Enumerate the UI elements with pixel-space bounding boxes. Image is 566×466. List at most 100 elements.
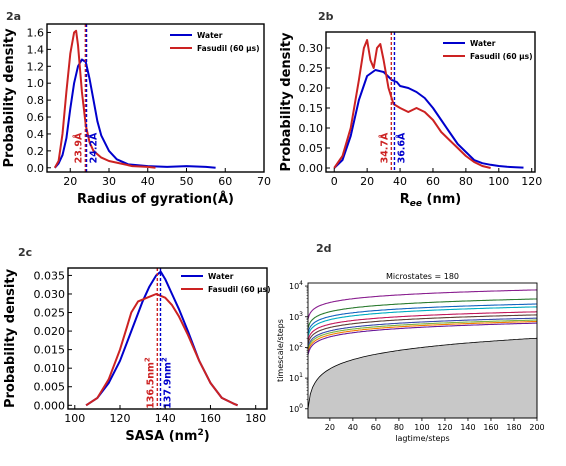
x-axis-label: lagtime/steps: [395, 434, 449, 443]
x-tick-label: 160: [483, 423, 498, 432]
timescale-line-8: [307, 320, 537, 353]
mean-label-text: 137.9nm: [162, 362, 173, 409]
x-tick-label: 80: [394, 423, 404, 432]
y-tick-exp: 2: [299, 341, 303, 348]
y-tick-label: 0.6: [27, 111, 45, 124]
legend-label-1: Fasudil (60 μs): [197, 44, 260, 53]
y-tick-label: 0.005: [34, 381, 66, 394]
panel-label-c: 2c: [18, 246, 32, 259]
x-axis-label: Radius of gyration(Å): [77, 191, 234, 207]
mean-label-text: 34.7Å: [379, 132, 390, 163]
y-tick-label: 0.8: [27, 94, 45, 107]
y-tick-label: 1.0: [27, 77, 45, 90]
mean-label-text: 24.2Å: [89, 132, 100, 163]
x-tick-label: 180: [506, 423, 521, 432]
panel-label-a: 2a: [6, 10, 21, 23]
panel-label-b: 2b: [318, 10, 334, 23]
y-tick-base: 10: [289, 343, 299, 352]
legend-label-1: Fasudil (60 μs): [470, 52, 533, 61]
plot-frame: [325, 31, 536, 173]
y-tick-label: 1.6: [27, 26, 45, 39]
y-tick-label: 102: [289, 341, 303, 352]
y-tick-label: 0.00: [299, 162, 324, 175]
x-axis-label-main: R: [400, 192, 410, 207]
y-tick-label: 101: [289, 372, 303, 383]
x-tick-label: 140: [155, 412, 176, 425]
mean-label-0: 34.7Å: [379, 132, 390, 163]
x-tick-label: 120: [437, 423, 452, 432]
x-tick-label: 70: [257, 175, 271, 188]
y-tick-exp: 3: [299, 311, 303, 318]
y-tick-label: 104: [289, 280, 303, 291]
series-line-1: [333, 39, 491, 169]
y-tick-label: 0.035: [34, 269, 66, 282]
x-tick-label: 120: [521, 175, 542, 188]
mean-label-text: 136.5nm: [145, 362, 156, 409]
series-line-1: [53, 29, 156, 169]
y-tick-label: 0.000: [34, 399, 66, 412]
mean-label-0: 136.5nm2: [143, 357, 156, 409]
plot-frame: [67, 267, 268, 410]
x-axis-label-close: ): [204, 429, 210, 444]
x-tick-label: 100: [414, 423, 429, 432]
x-tick-label: 20: [63, 175, 77, 188]
y-tick-label: 103: [289, 311, 303, 322]
y-tick-label: 0.010: [34, 362, 66, 375]
x-tick-label: 120: [110, 412, 131, 425]
x-tick-label: 40: [348, 423, 358, 432]
y-tick-label: 0.020: [34, 325, 66, 338]
x-tick-label: 100: [64, 412, 85, 425]
x-tick-label: 40: [393, 175, 407, 188]
y-tick-label: 0.2: [27, 145, 45, 158]
y-tick-label: 0.20: [299, 82, 324, 95]
y-tick-label: 0.025: [34, 307, 66, 320]
series-line-0: [54, 58, 216, 169]
y-tick-label: 1.4: [27, 43, 45, 56]
y-tick-label: 0.030: [34, 288, 66, 301]
x-tick-label: 140: [460, 423, 475, 432]
x-tick-label: 60: [426, 175, 440, 188]
legend-label-0: Water: [470, 39, 496, 48]
y-axis-label: timescale/steps: [276, 319, 285, 382]
y-tick-label: 1.2: [27, 60, 45, 73]
chart-2a: 23.9Å 24.2Å 20 30 40 50 60 70 0.0 0.2 0.4 0.6 0.8 1.0…: [2, 23, 271, 207]
y-axis-label: Probability density: [2, 28, 17, 168]
y-tick-label: 0.25: [299, 62, 324, 75]
y-tick-exp: 0: [299, 403, 303, 410]
legend-label-0: Water: [197, 31, 223, 40]
timescale-line-7: [307, 319, 537, 350]
y-tick-exp: 1: [299, 372, 303, 379]
x-axis-label-main: Radius of gyration(Å): [77, 191, 234, 207]
x-tick-label: 20: [325, 423, 335, 432]
y-tick-label: 0.4: [27, 128, 45, 141]
legend-label-1: Fasudil (60 μs): [208, 285, 271, 294]
timescale-line-9: [307, 322, 537, 355]
x-axis-label: SASA (nm2): [125, 428, 209, 444]
legend-label-0: Water: [208, 272, 234, 281]
y-tick-base: 10: [289, 313, 299, 322]
x-axis-label: Ree (nm): [400, 192, 461, 209]
x-tick-label: 60: [218, 175, 232, 188]
timescale-line-4: [307, 311, 537, 341]
y-tick-label: 0.30: [299, 42, 324, 55]
y-tick-base: 10: [289, 374, 299, 383]
mean-label-1: 137.9nm2: [160, 357, 173, 409]
y-tick-label: 0.15: [299, 102, 324, 115]
x-tick-label: 20: [360, 175, 374, 188]
x-tick-label: 180: [245, 412, 266, 425]
timescale-line-3: [307, 306, 537, 337]
panel-label-d: 2d: [316, 242, 332, 255]
y-tick-label: 0.05: [299, 142, 324, 155]
mean-label-0: 23.9Å: [73, 132, 84, 163]
x-tick-label: 50: [180, 175, 194, 188]
chart-title: Microstates = 180: [386, 272, 459, 281]
plot-frame: [46, 23, 265, 173]
shaded-region: [307, 337, 538, 419]
y-axis-label: Probability density: [3, 268, 18, 408]
x-tick-label: 30: [102, 175, 116, 188]
mean-label-1: 24.2Å: [89, 132, 100, 163]
mean-label-text: 23.9Å: [73, 132, 84, 163]
x-tick-label: 0: [331, 175, 338, 188]
timescale-line-2: [307, 303, 537, 333]
